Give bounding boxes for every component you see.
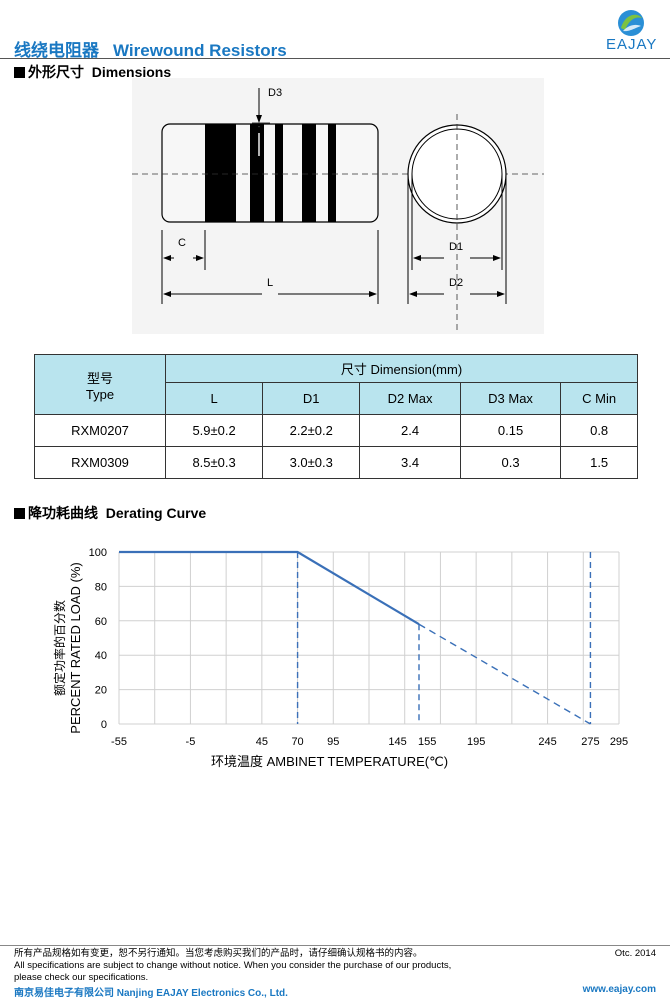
- footer-note-en2: please check our specifications.: [14, 972, 149, 983]
- table-subheader-row: L D1 D2 Max D3 Max C Min: [35, 382, 638, 415]
- x-tick-label: 145: [388, 736, 406, 748]
- x-tick-label: 155: [418, 736, 436, 748]
- title-cn: 线绕电阻器: [14, 41, 99, 60]
- table-header-row: 型号 Type 尺寸 Dimension(mm): [34, 354, 638, 415]
- x-tick-label: 95: [327, 736, 339, 748]
- x-tick-label: 275: [581, 736, 599, 748]
- cell-d2: 3.4: [359, 446, 461, 479]
- y-axis-label-cn: 额定功率的百分数: [52, 600, 67, 696]
- label-c: C: [178, 237, 186, 249]
- x-axis-label: 环境温度 AMBINET TEMPERATURE(℃): [211, 754, 448, 769]
- label-l: L: [267, 277, 273, 289]
- label-d2: D2: [449, 277, 463, 289]
- y-tick-label: 60: [95, 616, 107, 628]
- col-header-d1: D1: [262, 382, 361, 415]
- x-tick-label: 45: [256, 736, 268, 748]
- col-header-d2: D2 Max: [359, 382, 461, 415]
- cell-l: 8.5±0.3: [164, 446, 264, 479]
- footer-note-en1: All specifications are subject to change…: [14, 960, 452, 971]
- x-tick-label: 245: [538, 736, 556, 748]
- page-title: 线绕电阻器 Wirewound Resistors: [14, 36, 287, 61]
- footer-date: Otc. 2014: [614, 948, 656, 959]
- logo-icon: [611, 6, 651, 40]
- x-tick-label: 70: [291, 736, 303, 748]
- dimension-header-cell: 尺寸 Dimension(mm): [165, 354, 638, 383]
- derating-chart: 0 20 40 60 80 100 -55 -5 45 70 95 145 155 195 245 275 29…: [40, 530, 640, 780]
- x-tick-label: -5: [186, 736, 196, 748]
- cell-c: 0.8: [560, 414, 638, 447]
- cell-c: 1.5: [560, 446, 638, 479]
- y-tick-label: 0: [101, 719, 107, 731]
- cell-d3: 0.15: [459, 414, 562, 447]
- footer-website[interactable]: www.eajay.com: [582, 984, 656, 995]
- footer-divider: [0, 945, 670, 946]
- dimensions-heading: 外形尺寸 Dimensions: [14, 62, 171, 82]
- square-bullet-icon: [14, 508, 25, 519]
- square-bullet-icon: [14, 67, 25, 78]
- col-header-c: C Min: [560, 382, 638, 415]
- logo-text: EAJAY: [606, 36, 658, 53]
- x-tick-label: -55: [111, 736, 127, 748]
- y-tick-label: 40: [95, 650, 107, 662]
- table-row: RXM0207 5.9±0.2 2.2±0.2 2.4 0.15 0.8: [34, 414, 638, 447]
- title-en: Wirewound Resistors: [113, 41, 287, 60]
- derating-heading: 降功耗曲线 Derating Curve: [14, 503, 206, 523]
- cell-d3: 0.3: [459, 446, 562, 479]
- col-header-d3: D3 Max: [459, 382, 562, 415]
- x-tick-label: 295: [610, 736, 628, 748]
- y-tick-label: 20: [95, 685, 107, 697]
- col-header-l: L: [164, 382, 264, 415]
- x-tick-label: 195: [467, 736, 485, 748]
- y-tick-label: 100: [89, 547, 107, 559]
- footer-note: 所有产品规格如有变更，恕不另行通知。当您考虑购买我们的产品时，请仔细确认规格书的…: [14, 948, 574, 984]
- type-header-cell: 型号 Type: [34, 354, 166, 415]
- derating-line-dashed: [418, 623, 591, 725]
- spec-table: 型号 Type 尺寸 Dimension(mm) L D1 D2 Max D3 …: [34, 354, 638, 479]
- dimension-drawing: D3 C L D1 D2: [132, 78, 544, 339]
- header-divider: [0, 58, 670, 59]
- cell-d1: 2.2±0.2: [262, 414, 361, 447]
- type-header-en: Type: [85, 386, 115, 402]
- footer-company: 南京易佳电子有限公司 Nanjing EAJAY Electronics Co.…: [14, 988, 288, 999]
- cell-d2: 2.4: [359, 414, 461, 447]
- y-axis-label-en: PERCENT RATED LOAD (%): [68, 562, 83, 733]
- derating-chart-svg: 0 20 40 60 80 100 -55 -5 45 70 95 145 155 195 245 275 29…: [52, 547, 628, 769]
- type-header-cn: 型号: [86, 370, 113, 386]
- footer-note-cn: 所有产品规格如有变更，恕不另行通知。当您考虑购买我们的产品时，请仔细确认规格书的…: [14, 948, 423, 959]
- derating-line-solid: [119, 550, 420, 626]
- cell-d1: 3.0±0.3: [262, 446, 361, 479]
- y-tick-label: 80: [95, 581, 107, 593]
- label-d1: D1: [449, 241, 463, 253]
- cell-l: 5.9±0.2: [164, 414, 264, 447]
- row-type: RXM0309: [34, 446, 166, 479]
- label-d3: D3: [268, 87, 282, 99]
- table-row: RXM0309 8.5±0.3 3.0±0.3 3.4 0.3 1.5: [34, 446, 638, 479]
- row-type: RXM0207: [34, 414, 166, 447]
